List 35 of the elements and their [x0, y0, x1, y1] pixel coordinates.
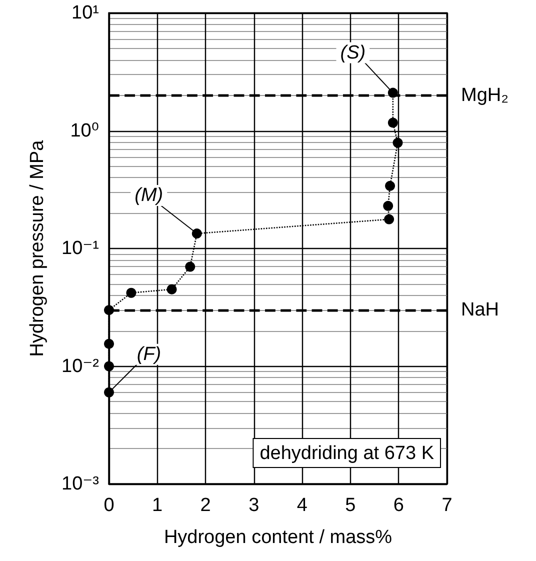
point: [392, 138, 403, 148]
ref-line-label: NaH: [461, 300, 500, 321]
x-tick-label: 7: [442, 495, 452, 516]
x-axis-title: Hydrogen content / mass%: [164, 527, 392, 548]
point: [166, 284, 177, 294]
y-tick-label: 10⁻¹: [62, 238, 99, 259]
y-tick-label: 10⁻³: [62, 474, 99, 494]
y-tick-label: 10⁰: [70, 120, 99, 142]
annotation: (M): [134, 185, 164, 206]
annotation: (F): [136, 344, 162, 365]
point: [383, 200, 394, 211]
y-tick-label: 10⁻²: [62, 356, 99, 377]
annotation: (S): [340, 42, 366, 64]
point: [388, 88, 398, 98]
y-tick-label: 10¹: [72, 2, 99, 24]
x-tick-label: 6: [393, 495, 404, 516]
y-axis-title: Hydrogen pressure / MPa: [27, 140, 48, 357]
annotation: dehydriding at 673 K: [260, 443, 434, 464]
point: [104, 361, 114, 372]
point: [104, 305, 114, 316]
point: [104, 387, 114, 398]
point: [388, 118, 398, 128]
point: [192, 228, 202, 239]
x-tick-label: 5: [345, 495, 356, 516]
point: [185, 262, 196, 272]
point: [104, 338, 114, 349]
point: [384, 214, 394, 224]
x-tick-label: 1: [152, 495, 163, 516]
x-tick-label: 3: [248, 495, 260, 516]
x-tick-label: 2: [200, 495, 211, 516]
x-tick-label: 0: [104, 495, 114, 516]
x-tick-label: 4: [296, 495, 308, 516]
ref-line-label: MgH₂: [461, 84, 508, 106]
point: [126, 288, 136, 298]
point: [385, 180, 396, 191]
